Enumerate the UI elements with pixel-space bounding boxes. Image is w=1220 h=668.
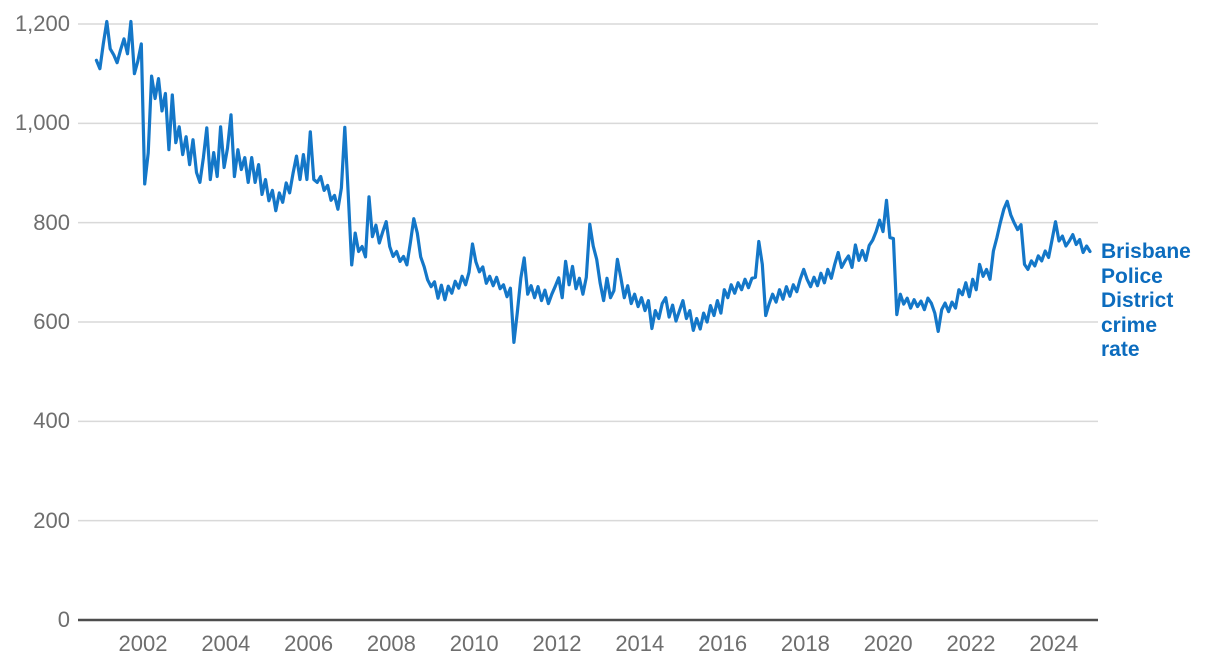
series-label-line: crime [1101, 313, 1158, 337]
y-axis-tick-label: 1,200 [14, 11, 70, 36]
y-axis-tick-label: 600 [33, 309, 70, 334]
y-axis-tick-label: 1,000 [14, 110, 70, 136]
y-axis-tick-label: 400 [33, 408, 70, 434]
x-axis-tick-label: 2008 [366, 631, 416, 656]
x-axis-tick-label: 2010 [449, 631, 499, 656]
x-axis-tick-label: 2024 [1029, 631, 1079, 656]
crime-rate-series-line [94, 19, 1092, 344]
y-axis-tick-label: 800 [33, 209, 70, 235]
series-label-line: Police [1101, 264, 1163, 288]
y-axis-tick-label: 200 [33, 507, 70, 533]
x-axis-tick-label: 2014 [615, 631, 665, 656]
series-label-line: rate [1101, 338, 1140, 361]
x-axis-tick-label: 2006 [284, 631, 334, 656]
x-axis-tick-label: 2002 [118, 631, 168, 656]
series-label: Brisbane Police District crime rate [1101, 240, 1216, 363]
series-label-line: District [1101, 289, 1174, 312]
x-axis-tick-label: 2022 [946, 631, 996, 656]
horizontal-gridlines [78, 23, 1098, 622]
x-axis-tick-label: 2016 [698, 631, 748, 656]
y-axis-tick-label: 0 [57, 607, 70, 632]
x-axis-tick-label: 2004 [201, 631, 251, 656]
series-label-line: Brisbane [1101, 240, 1191, 263]
x-axis-tick-label: 2020 [863, 631, 913, 656]
x-axis-tick-label: 2012 [532, 631, 582, 656]
x-axis-tick-label: 2018 [780, 631, 830, 656]
